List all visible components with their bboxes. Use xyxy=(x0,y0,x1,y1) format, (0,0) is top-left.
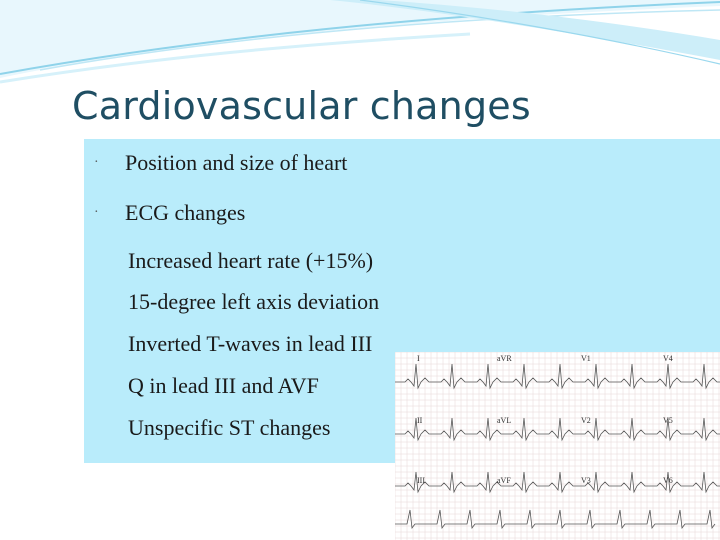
ecg-lead-label: III xyxy=(417,476,425,485)
bullet-dot-icon: · xyxy=(94,155,99,170)
page-title: Cardiovascular changes xyxy=(72,84,531,128)
ecg-lead-label: II xyxy=(417,416,423,425)
ecg-lead-label: aVF xyxy=(497,476,511,485)
ecg-lead-label: aVL xyxy=(497,416,512,425)
sub-list-item: Q in lead III and AVF xyxy=(128,373,319,398)
ecg-lead-label: V3 xyxy=(581,476,591,485)
ecg-lead-label: V1 xyxy=(581,354,591,363)
bullet-dot-icon: · xyxy=(94,205,99,220)
ecg-lead-label: V4 xyxy=(663,354,673,363)
sub-list-item: Unspecific ST changes xyxy=(128,415,331,440)
sub-list-item: 15-degree left axis deviation xyxy=(128,289,380,314)
bullet-text: Position and size of heart xyxy=(125,150,348,175)
decorative-swoosh xyxy=(0,0,720,84)
ecg-lead-label: V5 xyxy=(663,416,673,425)
ecg-lead-label: aVR xyxy=(497,354,512,363)
ecg-trace xyxy=(395,352,720,540)
bullet-text: ECG changes xyxy=(125,200,246,225)
ecg-lead-label: I xyxy=(417,354,420,363)
ecg-lead-label: V6 xyxy=(663,476,673,485)
sub-list-item: Inverted T-waves in lead III xyxy=(128,331,373,356)
sub-list-item: Increased heart rate (+15%) xyxy=(128,248,374,273)
ecg-lead-label: V2 xyxy=(581,416,591,425)
